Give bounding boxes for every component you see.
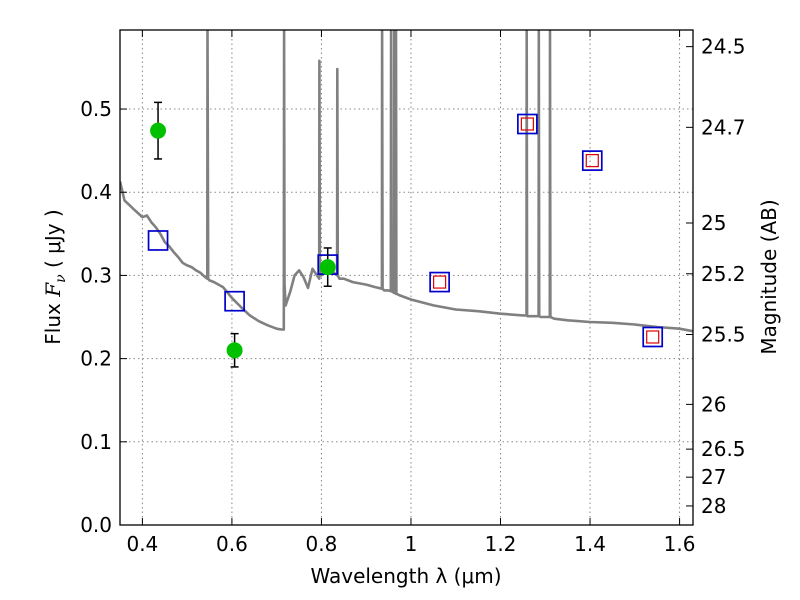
y-axis-label-symbol: F [41, 282, 65, 298]
model-photometry-square [147, 230, 169, 251]
magnitude-tick-label: 25.5 [701, 322, 746, 346]
magnitude-tick-label: 27 [701, 465, 726, 489]
right-axis-label: Magnitude (AB) [757, 199, 781, 354]
magnitude-tick-label: 25.2 [701, 262, 746, 286]
grid [120, 30, 693, 526]
y-axis-label: Flux Fν ( μJy ) [41, 209, 69, 344]
y-tick-label: 0.5 [80, 97, 112, 121]
model-photometry-square [581, 150, 603, 171]
y-tick-label: 0.2 [80, 347, 112, 371]
y-tick-label: 0.4 [80, 180, 112, 204]
plot-frame [119, 29, 694, 526]
model-photometry-square [224, 290, 245, 312]
model-photometry-square [642, 326, 664, 348]
observed-photometry-layer [150, 101, 336, 368]
observed-data-point [150, 122, 167, 139]
magnitude-tick-label: 24.5 [701, 35, 746, 59]
model-photometry-square [429, 271, 450, 293]
magnitude-tick-label: 25 [701, 211, 726, 235]
x-axis-label: Wavelength λ (μm) [310, 564, 501, 588]
inner-photometry-square [520, 117, 534, 131]
x-tick-label: 1.2 [485, 532, 517, 556]
inner-photometry-square [585, 154, 599, 168]
x-tick-label: 1 [405, 532, 418, 556]
x-tick-label: 1.6 [664, 532, 696, 556]
axis-ticks: 0.4 0.6 0.8 1 1.2 1.4 1.6 0.0 0.1 0.2 0.3 0.4 0.5 24.… [80, 30, 746, 556]
y-axis-label-unit: ( μJy ) [41, 209, 65, 274]
y-axis-label-subscript: ν [53, 274, 69, 283]
inner-photometry-square [433, 275, 447, 289]
inner-photometry-square [646, 330, 660, 344]
x-tick-label: 0.4 [126, 532, 158, 556]
observed-data-point [226, 342, 243, 359]
magnitude-tick-label: 24.7 [701, 115, 746, 139]
y-tick-label: 0.3 [80, 263, 112, 287]
x-tick-label: 0.8 [306, 532, 338, 556]
y-tick-label: 0.1 [80, 430, 112, 454]
magnitude-tick-label: 26.5 [701, 437, 746, 461]
observed-data-point [319, 259, 336, 276]
y-tick-label: 0.0 [80, 513, 112, 537]
x-tick-label: 0.6 [216, 532, 248, 556]
magnitude-tick-label: 26 [701, 392, 726, 416]
y-axis-label-prefix: Flux [41, 297, 65, 345]
model-photometry-square [517, 113, 538, 135]
x-tick-label: 1.4 [574, 532, 606, 556]
magnitude-tick-label: 28 [701, 494, 726, 518]
